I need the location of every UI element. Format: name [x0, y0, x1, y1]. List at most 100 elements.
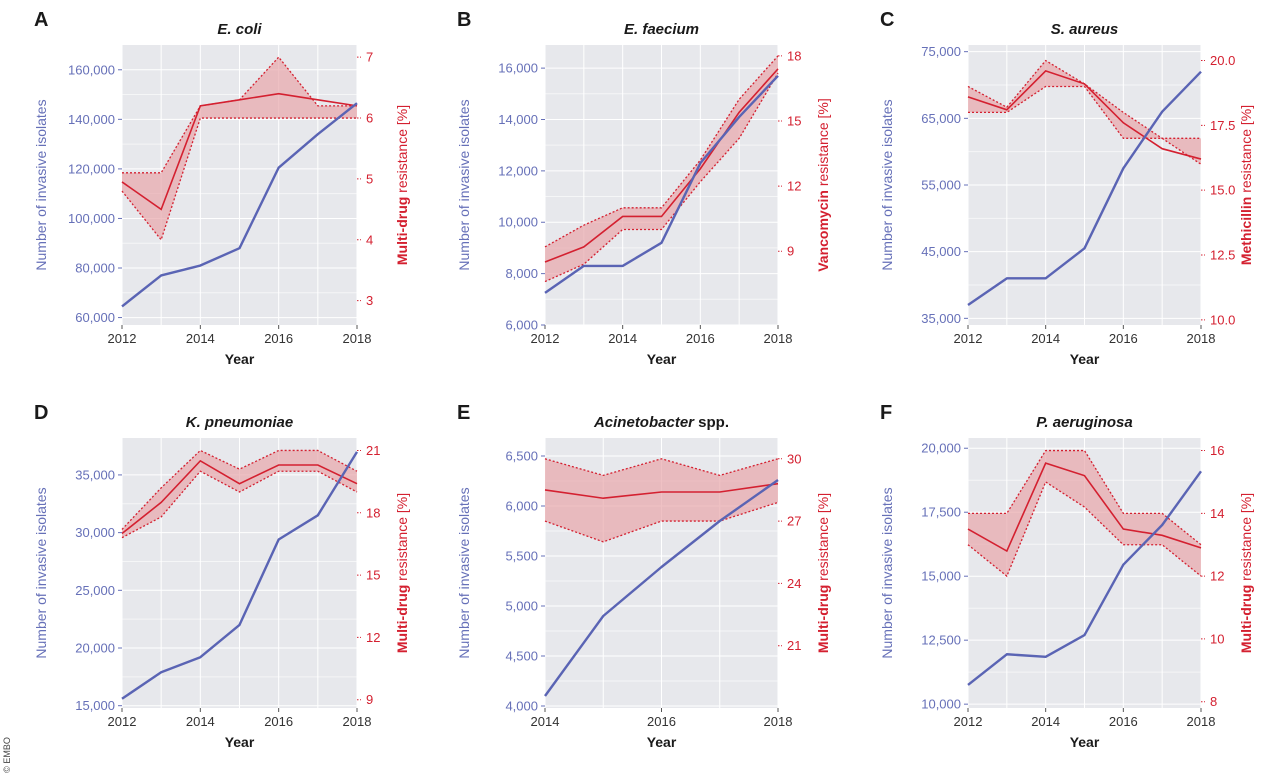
left-axis-label: Number of invasive isolates [456, 99, 472, 270]
left-tick-label: 55,000 [921, 178, 961, 193]
left-tick-label: 6,000 [505, 318, 538, 333]
left-tick-label: 65,000 [921, 111, 961, 126]
chart-title: P. aeruginosa [1036, 414, 1132, 431]
right-tick-label: 4 [366, 232, 373, 247]
panel-letter: F [880, 402, 892, 424]
left-tick-label: 80,000 [75, 261, 115, 276]
gridlines [121, 45, 358, 325]
resistance-line [967, 462, 1202, 553]
right-tick-label: 6 [366, 111, 373, 126]
right-axis-label: Multi-drug resistance [%] [394, 105, 410, 265]
right-tick-label: 10.0 [1210, 312, 1235, 327]
x-tick-label: 2012 [108, 331, 137, 346]
credit-text: © EMBO [2, 737, 12, 773]
isolates-line [967, 470, 1202, 686]
right-axis-label-emphasis: Multi-drug [394, 585, 410, 653]
right-tick-label: 7 [366, 50, 373, 65]
resistance-upper-bound [968, 449, 1202, 546]
resistance-lower-bound [121, 117, 357, 242]
left-axis-label: Number of invasive isolates [33, 487, 49, 658]
resistance-line [121, 92, 358, 211]
resistance-upper-bound [121, 449, 358, 530]
x-tick-label: 2014 [531, 714, 560, 729]
left-axis-label: Number of invasive isolates [879, 487, 895, 658]
left-tick-label: 5,000 [505, 599, 538, 614]
left-tick-label: 6,000 [505, 499, 538, 514]
chart-title-main: E. coli [217, 21, 262, 38]
panel-letter: C [880, 9, 894, 31]
chart-title-main: P. aeruginosa [1036, 414, 1132, 431]
chart-title-main: Acinetobacter [593, 414, 695, 431]
x-axis-label: Year [1070, 734, 1100, 750]
resistance-upper-bound [544, 458, 779, 477]
right-axis-label-rest: resistance [%] [394, 105, 410, 197]
x-tick-label: 2016 [686, 331, 715, 346]
resistance-upper-bound [544, 55, 779, 248]
resistance-lower-bound [544, 501, 779, 543]
right-axis-label-rest: resistance [%] [394, 493, 410, 585]
chart-panel-f: 2012 2014 2016 2018 10,000 12,500 15,000 17,500… [879, 402, 1254, 750]
right-axis-label-emphasis: Multi-drug [1238, 585, 1254, 653]
x-axis-label: Year [647, 351, 677, 367]
right-tick-label: 20.0 [1210, 53, 1235, 68]
right-axis-label-emphasis: Methicillin [1238, 197, 1254, 265]
right-tick-label: 12 [1210, 569, 1224, 584]
left-tick-label: 45,000 [921, 244, 961, 259]
resistance-range-band [968, 60, 1201, 165]
x-tick-label: 2018 [764, 331, 793, 346]
right-axis-label: Multi-drug resistance [%] [1238, 493, 1254, 653]
resistance-line [544, 482, 779, 500]
x-tick-label: 2012 [531, 331, 560, 346]
right-tick-label: 9 [366, 692, 373, 707]
chart-title: K. pneumoniae [186, 414, 294, 431]
resistance-line [121, 459, 358, 535]
left-tick-label: 4,000 [505, 699, 538, 714]
right-axis-label: Vancomycin resistance [%] [815, 98, 831, 272]
panel-letter: E [457, 402, 470, 424]
resistance-range-band [122, 450, 357, 538]
resistance-line [967, 70, 1202, 160]
chart-title: Acinetobacter spp. [593, 414, 729, 431]
right-tick-label: 10 [1210, 631, 1224, 646]
right-tick-label: 27 [787, 514, 801, 529]
left-tick-label: 160,000 [68, 62, 115, 77]
x-tick-label: 2014 [186, 331, 215, 346]
left-tick-label: 4,500 [505, 649, 538, 664]
chart-title: E. coli [217, 21, 262, 38]
right-axis-label: Multi-drug resistance [%] [815, 493, 831, 653]
chart-title-suffix: spp. [694, 414, 729, 431]
x-tick-label: 2014 [1031, 331, 1060, 346]
right-tick-label: 24 [787, 576, 801, 591]
right-tick-label: 5 [366, 171, 373, 186]
left-tick-label: 60,000 [75, 310, 115, 325]
right-axis-label-emphasis: Vancomycin [815, 190, 831, 272]
x-axis-label: Year [225, 351, 255, 367]
x-tick-label: 2016 [1109, 714, 1138, 729]
x-tick-label: 2018 [1187, 714, 1216, 729]
x-tick-label: 2018 [343, 331, 372, 346]
left-tick-label: 12,500 [921, 633, 961, 648]
left-tick-label: 100,000 [68, 211, 115, 226]
chart-panel-d: 2012 2014 2016 2018 15,000 20,000 25,000 30,000… [33, 402, 410, 750]
chart-title-main: S. aureus [1051, 21, 1119, 38]
x-axis-label: Year [647, 734, 677, 750]
right-tick-label: 15 [366, 568, 380, 583]
x-tick-label: 2012 [954, 714, 983, 729]
isolates-line [967, 70, 1202, 306]
left-tick-label: 17,500 [921, 505, 961, 520]
right-axis-label-rest: resistance [%] [815, 98, 831, 190]
right-tick-label: 9 [787, 244, 794, 259]
resistance-upper-bound [967, 59, 1201, 139]
isolates-line [544, 75, 779, 294]
x-tick-label: 2016 [647, 714, 676, 729]
left-tick-label: 15,000 [75, 698, 115, 713]
right-axis-label-emphasis: Multi-drug [394, 197, 410, 265]
x-tick-label: 2014 [1031, 714, 1060, 729]
right-tick-label: 18 [366, 505, 380, 520]
right-axis-label: Methicillin resistance [%] [1238, 105, 1254, 265]
right-tick-label: 21 [787, 638, 801, 653]
left-tick-label: 75,000 [921, 44, 961, 59]
resistance-line [544, 68, 779, 263]
left-tick-label: 14,000 [498, 112, 538, 127]
chart-title-main: E. faecium [624, 21, 699, 38]
